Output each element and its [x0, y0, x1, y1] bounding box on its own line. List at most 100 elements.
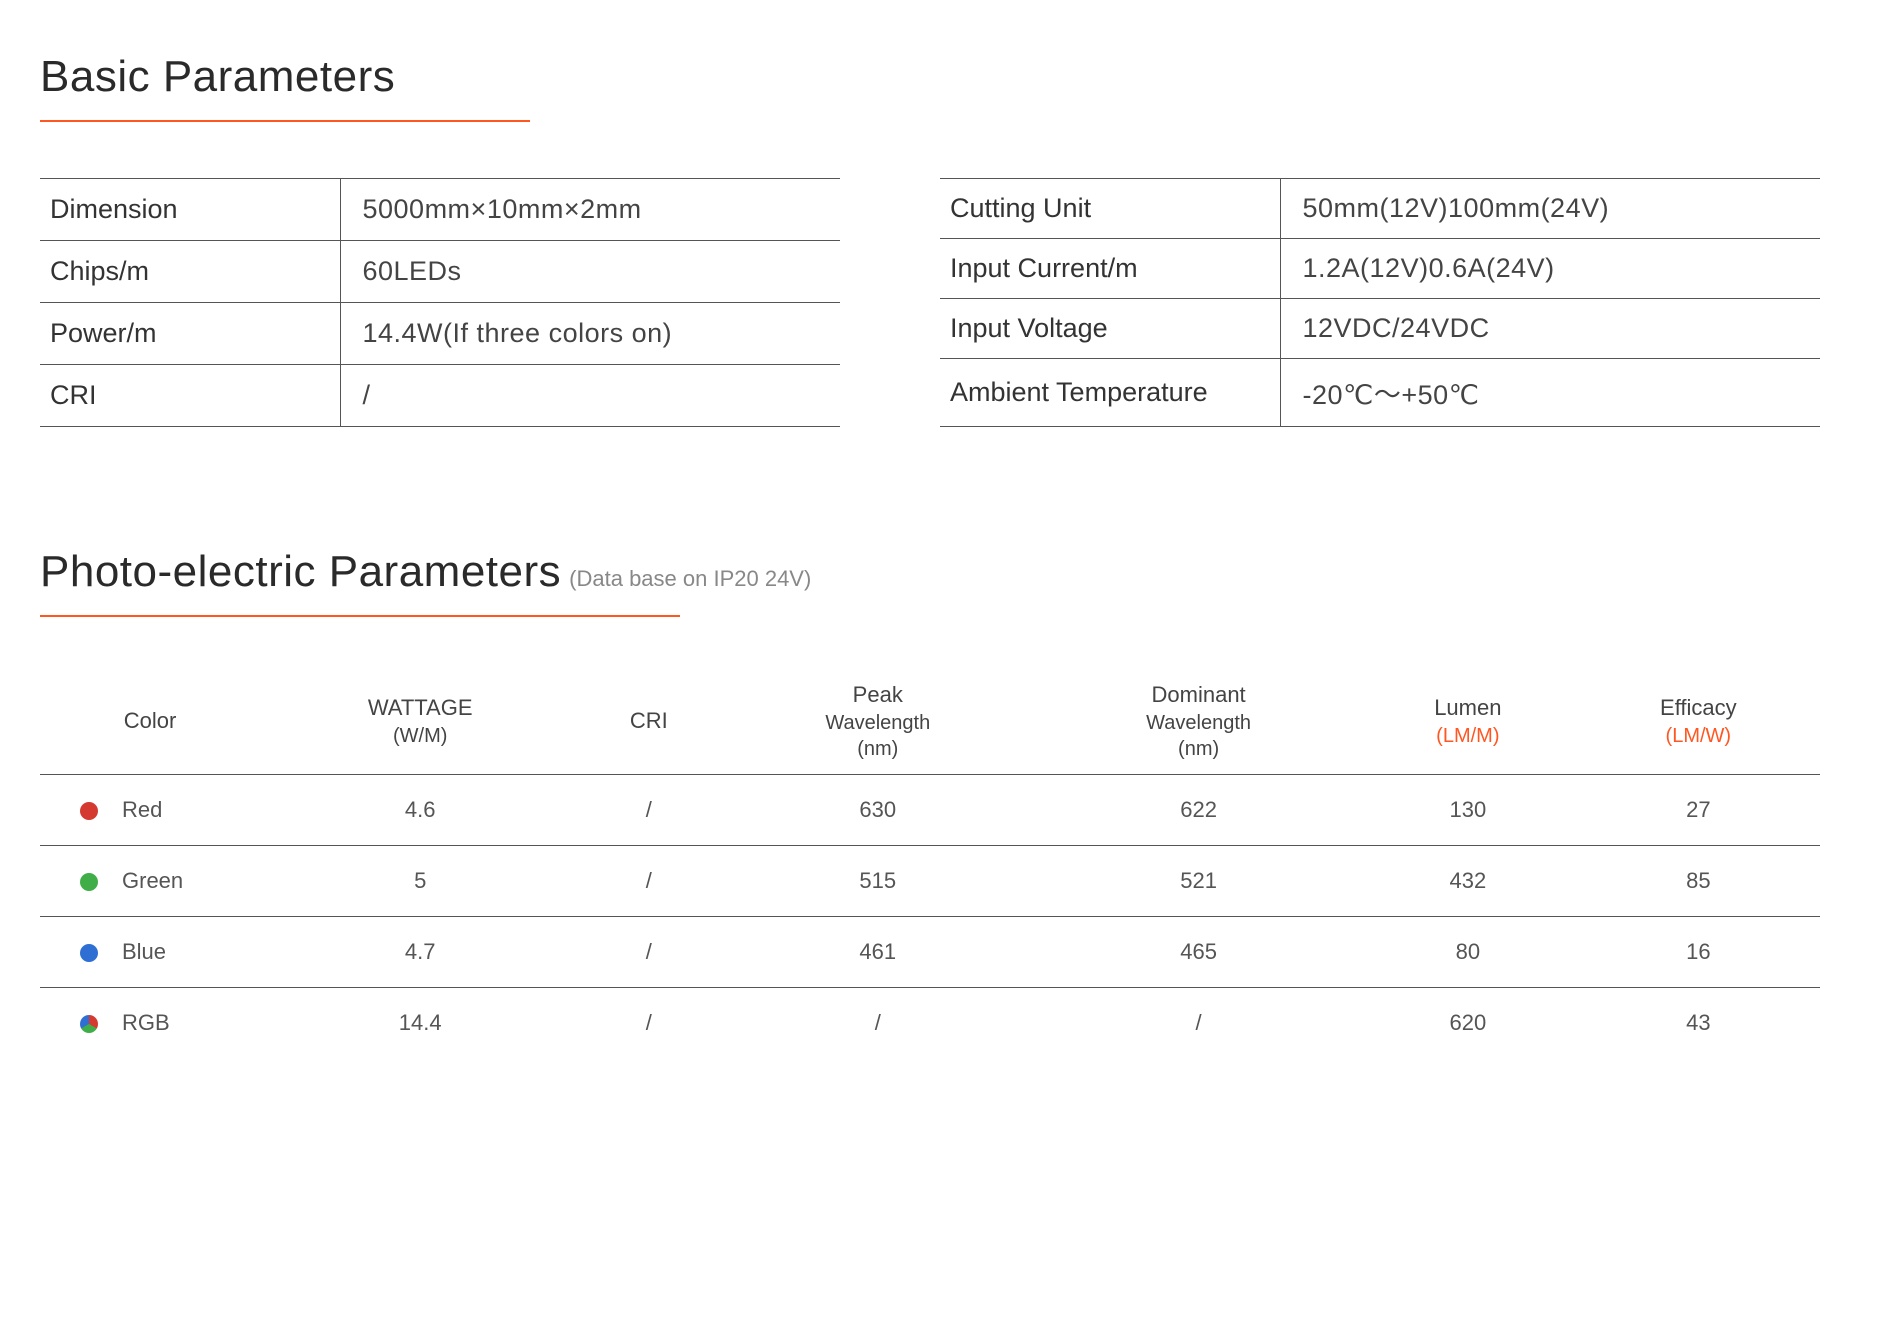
pe-header-peak-l1: Peak [853, 682, 903, 707]
basic-right-body: Cutting Unit50mm(12V)100mm(24V)Input Cur… [940, 179, 1820, 427]
param-value: 12VDC/24VDC [1280, 299, 1820, 359]
pe-wattage-value: 4.6 [260, 774, 580, 845]
basic-parameters-title: Basic Parameters [40, 52, 1860, 102]
table-row: CRI/ [40, 365, 840, 427]
pe-dominant-value: 622 [1038, 774, 1359, 845]
pe-cri-value: / [580, 916, 717, 987]
table-row: Cutting Unit50mm(12V)100mm(24V) [940, 179, 1820, 239]
pe-efficacy-value: 43 [1577, 987, 1820, 1058]
table-row: Input Voltage12VDC/24VDC [940, 299, 1820, 359]
pe-header-dominant: Dominant Wavelength (nm) [1038, 673, 1359, 774]
table-row: Input Current/m1.2A(12V)0.6A(24V) [940, 239, 1820, 299]
pe-header-cri: CRI [580, 673, 717, 774]
pe-header-lumen: Lumen (LM/M) [1359, 673, 1577, 774]
pe-wattage-value: 4.7 [260, 916, 580, 987]
param-value: 14.4W(If three colors on) [340, 303, 840, 365]
color-name: Blue [122, 939, 166, 964]
param-label: Power/m [40, 303, 340, 365]
color-dot-icon [80, 873, 98, 891]
pe-header-dominant-l1: Dominant [1152, 682, 1246, 707]
pe-header-wattage-unit: (W/M) [266, 723, 574, 749]
pe-header-peak-l2: Wavelength [723, 710, 1032, 736]
color-dot-icon [80, 802, 98, 820]
color-cell: Blue [40, 916, 260, 987]
table-row: Red 4.6/63062213027 [40, 774, 1820, 845]
photo-electric-title: Photo-electric Parameters [40, 547, 561, 597]
pe-header-dominant-l2: Wavelength [1044, 710, 1353, 736]
param-label: Input Current/m [940, 239, 1280, 299]
pe-header-efficacy-unit: (LM/W) [1583, 723, 1814, 749]
pe-header-efficacy: Efficacy (LM/W) [1577, 673, 1820, 774]
photo-electric-subtitle: (Data base on IP20 24V) [569, 566, 811, 592]
param-label: Dimension [40, 179, 340, 241]
param-label: CRI [40, 365, 340, 427]
param-label: Chips/m [40, 241, 340, 303]
table-row: Blue 4.7/4614658016 [40, 916, 1820, 987]
pe-header-peak: Peak Wavelength (nm) [717, 673, 1038, 774]
pe-table-head: Color WATTAGE (W/M) CRI Peak Wavelength … [40, 673, 1820, 774]
table-row: Power/m14.4W(If three colors on) [40, 303, 840, 365]
param-value: 1.2A(12V)0.6A(24V) [1280, 239, 1820, 299]
color-cell: RGB [40, 987, 260, 1058]
pe-lumen-value: 620 [1359, 987, 1577, 1058]
pe-peak-value: 461 [717, 916, 1038, 987]
basic-params-table-left: Dimension5000mm×10mm×2mmChips/m60LEDsPow… [40, 178, 840, 427]
pe-efficacy-value: 27 [1577, 774, 1820, 845]
param-label: Cutting Unit [940, 179, 1280, 239]
pe-table-body: Red4.6/63062213027Green5/51552143285Blue… [40, 774, 1820, 1058]
pe-wattage-value: 5 [260, 845, 580, 916]
basic-title-underline [40, 120, 530, 122]
pe-header-wattage: WATTAGE (W/M) [260, 673, 580, 774]
color-cell: Green [40, 845, 260, 916]
param-value: 60LEDs [340, 241, 840, 303]
table-row: Chips/m60LEDs [40, 241, 840, 303]
pe-header-lumen-unit: (LM/M) [1365, 723, 1571, 749]
color-dot-icon [80, 1015, 98, 1033]
param-label: Input Voltage [940, 299, 1280, 359]
param-label: Ambient Temperature [940, 359, 1280, 427]
pe-dominant-value: 465 [1038, 916, 1359, 987]
color-dot-icon [80, 944, 98, 962]
table-row: Green 5/51552143285 [40, 845, 1820, 916]
param-value: 5000mm×10mm×2mm [340, 179, 840, 241]
pe-lumen-value: 432 [1359, 845, 1577, 916]
pe-cri-value: / [580, 774, 717, 845]
param-value: / [340, 365, 840, 427]
pe-header-wattage-label: WATTAGE [368, 695, 473, 720]
table-row: Dimension5000mm×10mm×2mm [40, 179, 840, 241]
pe-header-color: Color [40, 673, 260, 774]
color-name: Green [122, 868, 183, 893]
basic-params-table-right: Cutting Unit50mm(12V)100mm(24V)Input Cur… [940, 178, 1820, 427]
color-name: RGB [122, 1010, 170, 1035]
pe-header-lumen-label: Lumen [1434, 695, 1501, 720]
pe-header-color-label: Color [124, 708, 177, 733]
pe-peak-value: / [717, 987, 1038, 1058]
basic-left-body: Dimension5000mm×10mm×2mmChips/m60LEDsPow… [40, 179, 840, 427]
pe-lumen-value: 80 [1359, 916, 1577, 987]
pe-efficacy-value: 16 [1577, 916, 1820, 987]
pe-cri-value: / [580, 845, 717, 916]
pe-dominant-value: / [1038, 987, 1359, 1058]
pe-header-efficacy-label: Efficacy [1660, 695, 1737, 720]
photo-electric-section: Photo-electric Parameters (Data base on … [40, 547, 1860, 1058]
param-value: 50mm(12V)100mm(24V) [1280, 179, 1820, 239]
table-row: Ambient Temperature-20℃～+50℃ [940, 359, 1820, 427]
basic-parameters-section: Basic Parameters Dimension5000mm×10mm×2m… [40, 52, 1860, 427]
color-cell: Red [40, 774, 260, 845]
pe-header-cri-label: CRI [630, 708, 668, 733]
pe-header-peak-l3: (nm) [723, 736, 1032, 762]
pe-efficacy-value: 85 [1577, 845, 1820, 916]
table-row: RGB14.4///62043 [40, 987, 1820, 1058]
pe-lumen-value: 130 [1359, 774, 1577, 845]
param-value: -20℃～+50℃ [1280, 359, 1820, 427]
basic-parameters-tables: Dimension5000mm×10mm×2mmChips/m60LEDsPow… [40, 178, 1860, 427]
pe-peak-value: 630 [717, 774, 1038, 845]
pe-cri-value: / [580, 987, 717, 1058]
pe-peak-value: 515 [717, 845, 1038, 916]
photo-title-underline [40, 615, 680, 617]
color-name: Red [122, 797, 162, 822]
pe-dominant-value: 521 [1038, 845, 1359, 916]
pe-wattage-value: 14.4 [260, 987, 580, 1058]
pe-header-dominant-l3: (nm) [1044, 736, 1353, 762]
photo-electric-table: Color WATTAGE (W/M) CRI Peak Wavelength … [40, 673, 1820, 1058]
